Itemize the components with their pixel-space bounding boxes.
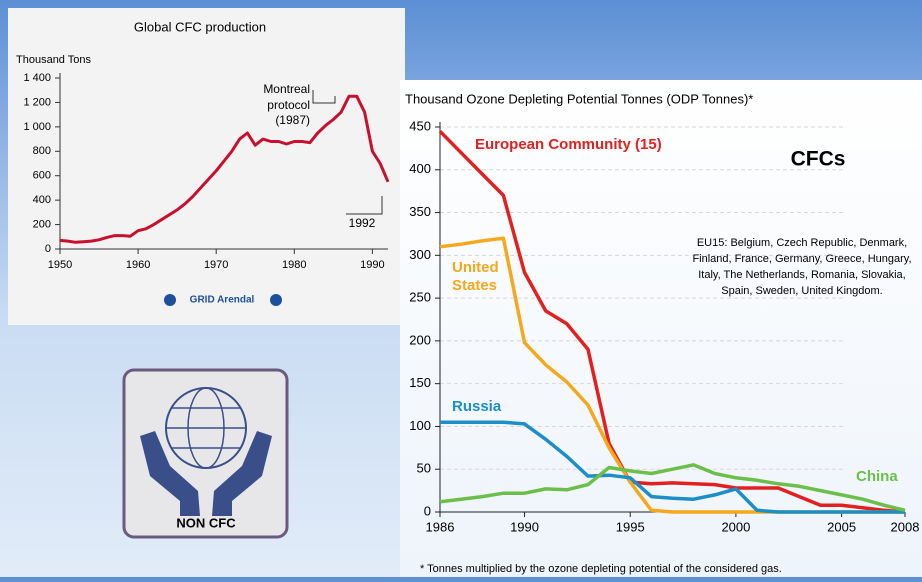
annotation: protocol <box>267 98 310 112</box>
y-axis-label: Thousand Tons <box>16 54 92 66</box>
y-tick-label: 0 <box>45 243 51 255</box>
leader-line <box>346 196 383 215</box>
chart: Global CFC production Thousand Tons Mont… <box>16 19 390 306</box>
x-tick-label: 1970 <box>204 259 228 271</box>
y-tick-label: 300 <box>409 247 431 262</box>
y-tick-label: 400 <box>409 161 431 176</box>
x-tick-label: 1960 <box>126 259 150 271</box>
x-tick-label: 1986 <box>426 519 455 534</box>
chart-title: Global CFC production <box>134 19 266 34</box>
y-tick-label: 50 <box>417 461 431 476</box>
x-tick-label: 1990 <box>510 519 539 534</box>
y-tick-label: 200 <box>33 218 51 230</box>
x-tick-label: 2008 <box>891 519 920 534</box>
annotation: (1987) <box>275 113 310 127</box>
series-label: United States <box>452 259 499 294</box>
y-tick-label: 350 <box>409 204 431 219</box>
logo-icon <box>270 294 282 306</box>
chart: Thousand Ozone Depleting Potential Tonne… <box>405 91 920 575</box>
x-tick-label: 2000 <box>721 519 750 534</box>
leader-line <box>312 90 336 104</box>
heading: CFCs <box>791 148 846 171</box>
y-tick-label: 800 <box>33 145 51 157</box>
right-panel: Thousand Ozone Depleting Potential Tonne… <box>400 80 922 577</box>
hand <box>140 431 200 516</box>
y-tick-label: 600 <box>33 170 51 182</box>
data-line <box>439 463 906 513</box>
chart-title: Thousand Ozone Depleting Potential Tonne… <box>405 91 753 106</box>
x-tick-label: 1990 <box>360 259 384 271</box>
y-tick-label: 1 400 <box>23 72 51 84</box>
y-tick-label: 1 200 <box>23 96 51 108</box>
y-tick-label: 150 <box>409 375 431 390</box>
data-line <box>59 94 390 244</box>
logo-frame <box>122 368 289 539</box>
logo-label: NON CFC <box>176 515 236 530</box>
y-tick-label: 100 <box>409 418 431 433</box>
annotation: 1992 <box>349 216 376 230</box>
series-label: China <box>856 468 898 485</box>
x-tick-label: 1980 <box>282 259 306 271</box>
x-tick-label: 2005 <box>827 519 856 534</box>
annotation: Montreal <box>263 82 310 96</box>
y-tick-label: 400 <box>33 194 51 206</box>
logo-icon <box>164 294 176 306</box>
hand <box>212 431 272 516</box>
series-label: Russia <box>452 398 502 415</box>
non-cfc-logo: NON CFC <box>122 368 289 539</box>
data-line <box>440 420 905 514</box>
x-tick-label: 1995 <box>616 519 645 534</box>
y-tick-label: 0 <box>424 503 431 518</box>
y-tick-label: 1 000 <box>23 121 51 133</box>
note: EU15: Belgium, Czech Republic, Denmark, … <box>692 237 912 297</box>
y-tick-label: 450 <box>409 118 431 133</box>
y-tick-label: 250 <box>409 290 431 305</box>
left-panel: Global CFC production Thousand Tons Mont… <box>8 8 405 325</box>
series-label: European Community (15) <box>475 136 662 153</box>
x-tick-label: 1950 <box>48 259 72 271</box>
y-tick-label: 200 <box>409 332 431 347</box>
source-logo: GRID Arendal <box>190 295 255 306</box>
data-line <box>438 130 906 514</box>
footnote: * Tonnes multiplied by the ozone depleti… <box>420 563 782 575</box>
